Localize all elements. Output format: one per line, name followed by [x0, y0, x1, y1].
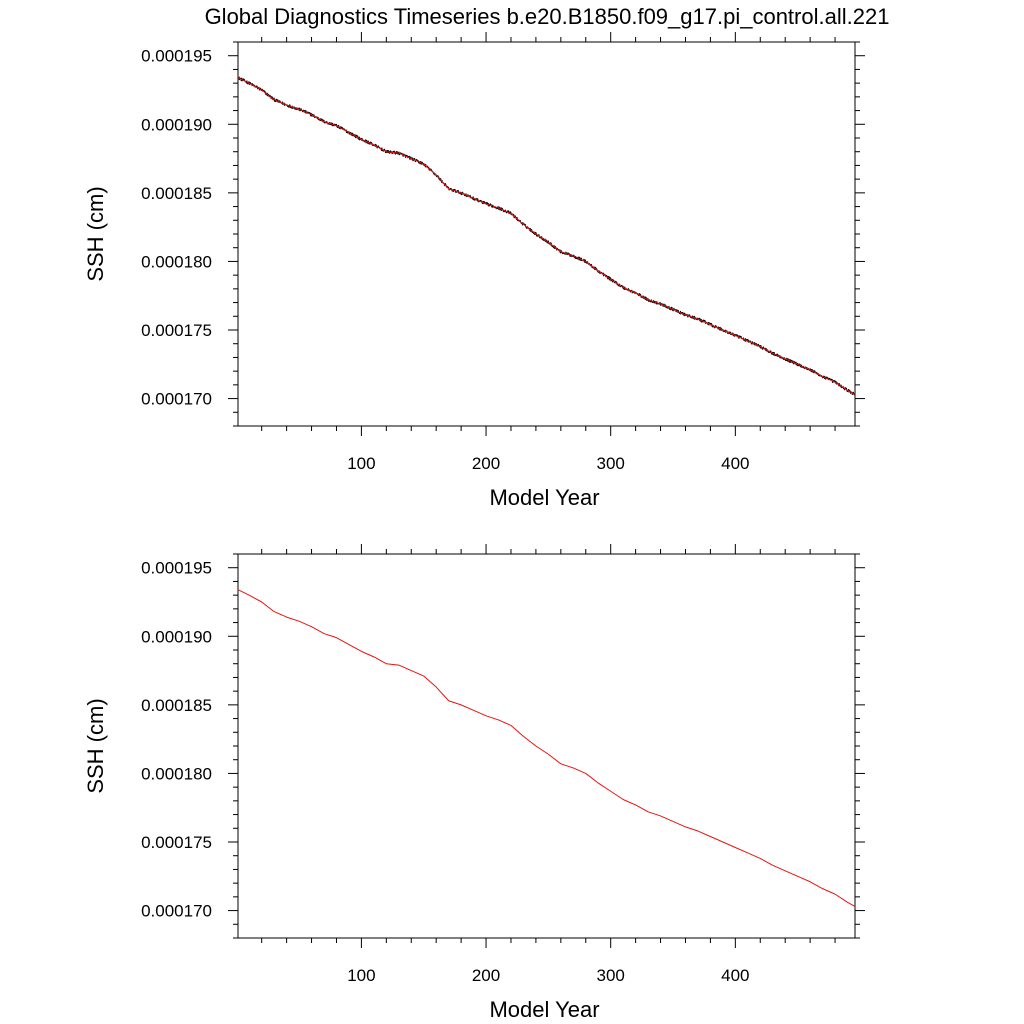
bottom-y-tick-label: 0.000175 [141, 833, 212, 852]
top-x-tick-label: 300 [597, 454, 625, 473]
top-y-tick-label: 0.000185 [141, 184, 212, 203]
bottom-x-axis-label: Model Year [489, 997, 599, 1022]
top-y-tick-label: 0.000180 [141, 252, 212, 271]
top-y-tick-label: 0.000175 [141, 321, 212, 340]
top-y-axis-label: SSH (cm) [83, 186, 108, 281]
bottom-y-tick-label: 0.000180 [141, 764, 212, 783]
bottom-plot-frame [237, 553, 856, 939]
bottom-y-axis-label: SSH (cm) [83, 698, 108, 793]
bottom-y-tick-label: 0.000190 [141, 627, 212, 646]
top-x-tick-label: 400 [721, 454, 749, 473]
bottom-x-tick-label: 200 [472, 966, 500, 985]
bottom-y-tick-label: 0.000195 [141, 559, 212, 578]
top-plot-frame [237, 41, 856, 427]
top-y-tick-label: 0.000170 [141, 390, 212, 409]
top-x-tick-label: 200 [472, 454, 500, 473]
top-panel: 100 200 300 400 0.000170 0.000175 0.000180 0.00… [83, 32, 865, 510]
top-y-tick-label: 0.000190 [141, 115, 212, 134]
bottom-x-tick-label: 300 [597, 966, 625, 985]
top-x-tick-label: 100 [347, 454, 375, 473]
bottom-y-tick-label: 0.000170 [141, 902, 212, 921]
top-series-annual-line [237, 77, 856, 395]
top-y-tick-label: 0.000195 [141, 47, 212, 66]
bottom-y-tick-label: 0.000185 [141, 696, 212, 715]
bottom-x-tick-label: 400 [721, 966, 749, 985]
bottom-x-tick-label: 100 [347, 966, 375, 985]
figure-title: Global Diagnostics Timeseries b.e20.B185… [205, 4, 890, 29]
bottom-series-annual-line [237, 589, 856, 907]
top-x-axis-label: Model Year [489, 485, 599, 510]
bottom-panel: 100 200 300 400 0.000170 0.000175 0.000180 0.00… [83, 544, 865, 1022]
